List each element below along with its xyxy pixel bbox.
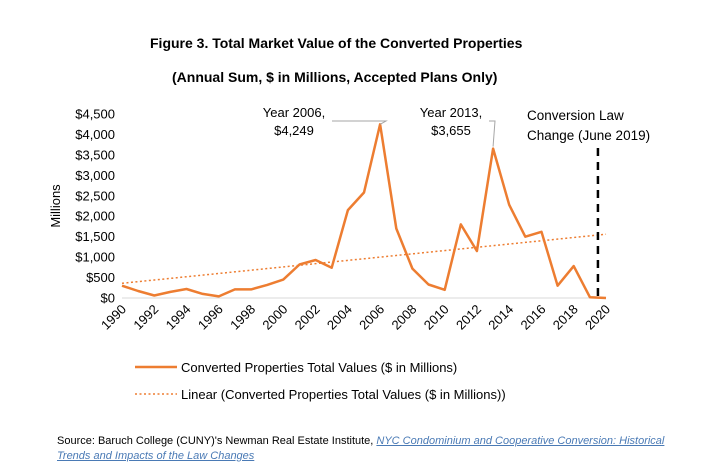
y-tick-label: $500 bbox=[86, 270, 115, 285]
x-tick-label: 2004 bbox=[324, 302, 355, 333]
x-tick-label: 2012 bbox=[453, 302, 484, 333]
x-tick-label: 1994 bbox=[163, 302, 194, 333]
x-tick-label: 2000 bbox=[259, 302, 290, 333]
x-tick-label: 1992 bbox=[130, 302, 161, 333]
y-tick-label: $0 bbox=[101, 291, 115, 306]
x-tick-label: 1990 bbox=[98, 302, 129, 333]
y-tick-label: $3,000 bbox=[75, 168, 115, 183]
x-tick-label: 2002 bbox=[292, 302, 323, 333]
y-tick-label: $1,000 bbox=[75, 250, 115, 265]
chart-title: Figure 3. Total Market Value of the Conv… bbox=[150, 35, 523, 51]
trend-line bbox=[121, 233, 607, 285]
x-tick-label: 2010 bbox=[421, 302, 452, 333]
y-axis-label: Millions bbox=[48, 184, 63, 228]
y-tick-label: $2,500 bbox=[75, 188, 115, 203]
y-tick-label: $3,500 bbox=[75, 147, 115, 162]
y-tick-label: $2,000 bbox=[75, 209, 115, 224]
x-tick-label: 1998 bbox=[227, 302, 258, 333]
source-note: Source: Baruch College (CUNY)'s Newman R… bbox=[57, 434, 697, 464]
source-prefix: Source: Baruch College (CUNY)'s Newman R… bbox=[57, 435, 377, 447]
annotation-2013-line1: Year 2013, bbox=[420, 105, 482, 120]
legend-label-series: Converted Properties Total Values ($ in … bbox=[181, 360, 457, 375]
source-link[interactable]: NYC Condominium and Cooperative Conversi… bbox=[57, 435, 665, 462]
line-chart: Millions $0 $500 $1,000 $1,500 $2,000 $2,500 $3… bbox=[48, 105, 650, 402]
annotation-2006-leader bbox=[332, 120, 388, 125]
x-tick-label: 2020 bbox=[582, 302, 613, 333]
x-tick-label: 2016 bbox=[518, 302, 549, 333]
series-line bbox=[121, 123, 607, 300]
annotation-law-line1: Conversion Law bbox=[527, 108, 624, 123]
x-tick-label: 2018 bbox=[550, 302, 581, 333]
x-tick-label: 1996 bbox=[195, 302, 226, 333]
y-tick-label: $4,500 bbox=[75, 107, 115, 122]
annotation-2006-line2: $4,249 bbox=[274, 123, 314, 138]
annotation-2013-leader bbox=[489, 120, 496, 147]
annotation-law-line2: Change (June 2019) bbox=[527, 128, 650, 143]
x-tick-label: 2008 bbox=[388, 302, 419, 333]
chart-subtitle: (Annual Sum, $ in Millions, Accepted Pla… bbox=[172, 69, 498, 85]
y-tick-label: $4,000 bbox=[75, 127, 115, 142]
x-tick-label: 2006 bbox=[356, 302, 387, 333]
y-tick-label: $1,500 bbox=[75, 229, 115, 244]
legend-label-trend: Linear (Converted Properties Total Value… bbox=[181, 387, 506, 402]
annotation-2006-line1: Year 2006, bbox=[263, 105, 325, 120]
annotation-2013-line2: $3,655 bbox=[431, 123, 471, 138]
x-tick-label: 2014 bbox=[485, 302, 516, 333]
